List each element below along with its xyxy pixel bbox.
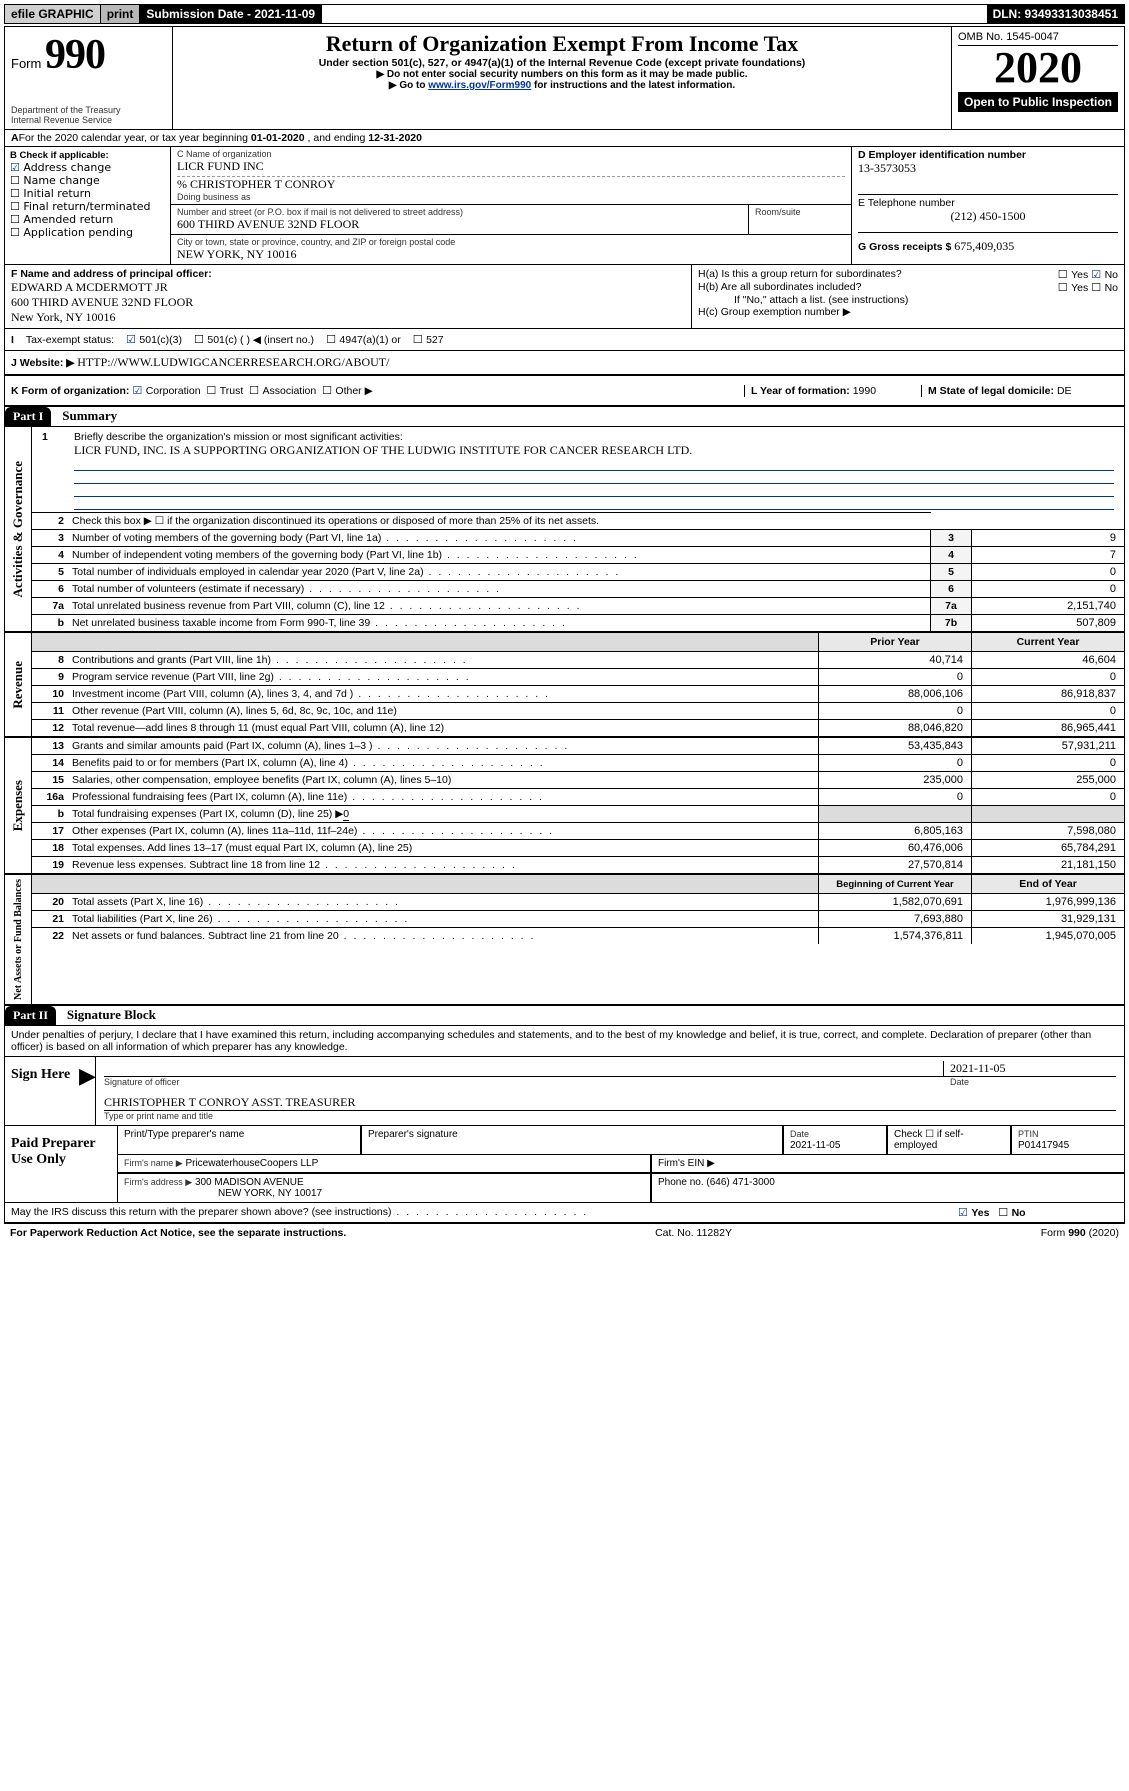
part-i-bar: Part I — [5, 407, 51, 426]
col-b-checkboxes: B Check if applicable: Address change Na… — [5, 147, 171, 264]
form-title-cell: Return of Organization Exempt From Incom… — [173, 27, 952, 129]
form-title: Return of Organization Exempt From Incom… — [179, 31, 945, 57]
chk-discuss-no[interactable] — [998, 1206, 1011, 1219]
open-to-public: Open to Public Inspection — [958, 92, 1118, 112]
chk-amended-return[interactable]: Amended return — [10, 213, 165, 226]
chk-application-pending[interactable]: Application pending — [10, 226, 165, 239]
perjury-statement: Under penalties of perjury, I declare th… — [5, 1026, 1124, 1057]
chk-final-return[interactable]: Final return/terminated — [10, 200, 165, 213]
ein: 13-3573053 — [858, 161, 1118, 176]
chk-address-change[interactable]: Address change — [10, 161, 165, 174]
chk-discuss-yes[interactable] — [958, 1206, 971, 1219]
print-button[interactable]: print — [101, 5, 141, 23]
mission: LICR FUND, INC. IS A SUPPORTING ORGANIZA… — [74, 443, 692, 457]
form-body: Form 990 Department of the Treasury Inte… — [4, 26, 1125, 1223]
efile-badge: efile GRAPHIC — [5, 5, 101, 23]
org-address: 600 THIRD AVENUE 32ND FLOOR — [177, 217, 742, 232]
submission-date: Submission Date - 2021-11-09 — [140, 5, 322, 23]
footer: For Paperwork Reduction Act Notice, see … — [4, 1223, 1125, 1242]
part-ii-bar: Part II — [5, 1006, 56, 1025]
tax-year: 2020 — [958, 46, 1118, 90]
top-bar: efile GRAPHIC print Submission Date - 20… — [4, 4, 1125, 24]
chk-corp[interactable] — [132, 384, 145, 397]
form-id-cell: Form 990 Department of the Treasury Inte… — [5, 27, 173, 129]
telephone: (212) 450-1500 — [858, 209, 1118, 224]
org-city: NEW YORK, NY 10016 — [177, 247, 845, 262]
chk-501c3[interactable] — [126, 333, 139, 346]
chk-name-change[interactable]: Name change — [10, 174, 165, 187]
gross-receipts: 675,409,035 — [954, 239, 1014, 253]
chk-initial-return[interactable]: Initial return — [10, 187, 165, 200]
website: HTTP://WWW.LUDWIGCANCERRESEARCH.ORG/ABOU… — [77, 355, 389, 369]
instructions-link[interactable]: www.irs.gov/Form990 — [428, 80, 531, 91]
arrow-icon — [81, 1057, 96, 1125]
dln: DLN: 93493313038451 — [987, 5, 1124, 23]
row-a: AFor the 2020 calendar year, or tax year… — [5, 130, 1124, 147]
org-name: LICR FUND INC — [177, 159, 845, 174]
